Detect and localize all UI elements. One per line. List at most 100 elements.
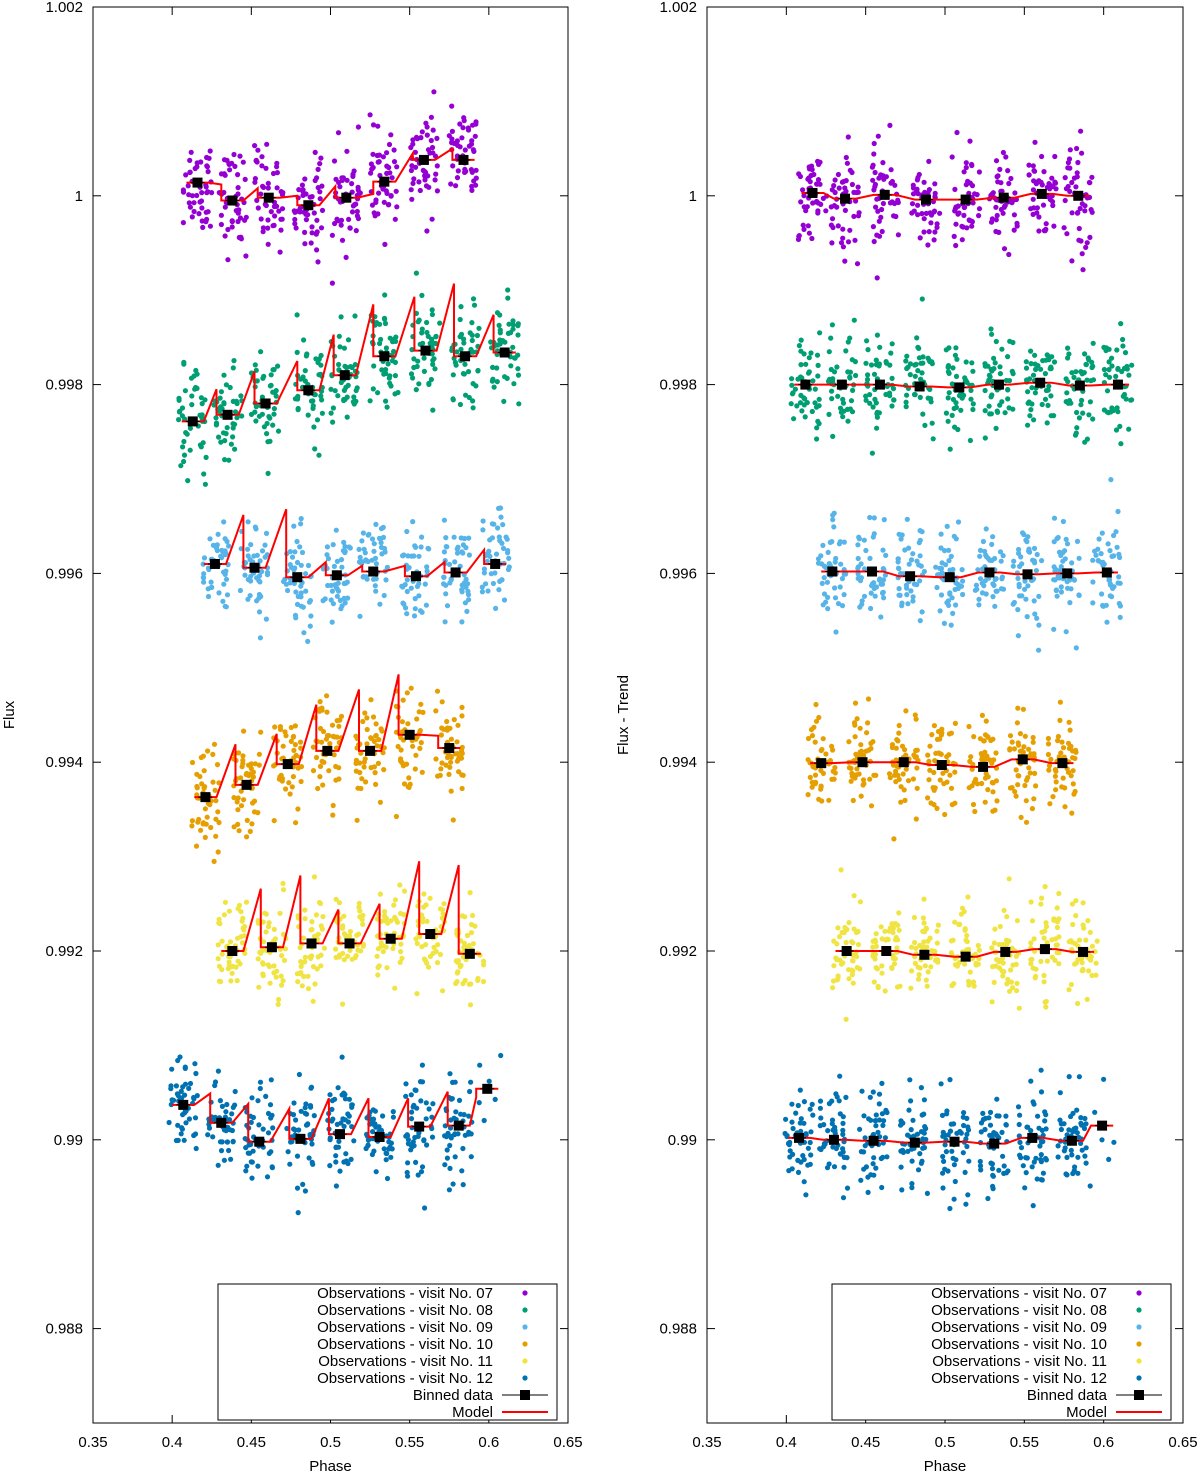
data-point xyxy=(932,758,938,764)
data-point xyxy=(403,1093,409,1099)
data-point xyxy=(938,531,944,537)
data-point xyxy=(443,544,449,550)
y-tick-label: 0.992 xyxy=(45,943,83,960)
binned-point xyxy=(807,187,818,198)
data-point xyxy=(879,1184,885,1191)
data-point xyxy=(814,352,821,358)
data-point xyxy=(369,536,376,542)
data-point xyxy=(898,536,904,542)
data-point xyxy=(881,595,887,601)
data-point xyxy=(255,205,261,211)
data-point xyxy=(1022,586,1028,592)
data-point xyxy=(874,409,880,415)
data-point xyxy=(1028,899,1034,905)
data-point xyxy=(916,972,922,978)
data-point xyxy=(927,743,933,749)
data-point xyxy=(404,577,410,583)
data-point xyxy=(260,229,266,235)
data-point xyxy=(970,979,977,985)
data-point xyxy=(943,410,950,416)
data-point xyxy=(937,736,943,742)
data-point xyxy=(881,517,887,523)
data-point xyxy=(268,372,274,378)
data-point xyxy=(874,966,881,972)
data-point xyxy=(201,768,207,774)
data-point xyxy=(260,919,266,925)
data-point xyxy=(468,1079,474,1085)
data-point xyxy=(829,388,835,394)
data-point xyxy=(1056,549,1063,555)
data-point xyxy=(989,191,996,197)
data-point xyxy=(1036,593,1042,600)
legend-label: Binned data xyxy=(1027,1387,1108,1404)
data-point xyxy=(967,437,974,444)
data-point xyxy=(255,147,261,153)
data-point xyxy=(462,147,468,153)
data-point xyxy=(238,909,244,915)
data-point xyxy=(329,232,335,238)
data-point xyxy=(414,716,420,722)
data-point xyxy=(1014,918,1021,924)
data-point xyxy=(1081,925,1087,931)
data-point xyxy=(349,364,355,371)
data-point xyxy=(256,1122,262,1128)
data-point xyxy=(353,768,359,774)
data-point xyxy=(381,199,387,205)
data-point xyxy=(443,591,449,597)
data-point xyxy=(1036,228,1042,234)
data-point xyxy=(237,153,243,159)
data-point xyxy=(332,388,338,394)
data-point xyxy=(1089,364,1095,371)
data-point xyxy=(1039,895,1045,901)
data-point xyxy=(308,1084,315,1090)
data-point xyxy=(868,605,874,612)
data-point xyxy=(265,924,272,930)
data-point xyxy=(459,135,465,141)
data-point xyxy=(460,981,466,987)
data-point xyxy=(820,770,827,777)
data-point xyxy=(435,942,441,948)
data-point xyxy=(515,372,522,378)
data-point xyxy=(411,1143,417,1149)
binned-point xyxy=(450,567,461,578)
binned-point xyxy=(1027,1132,1038,1143)
data-point xyxy=(279,206,286,212)
data-point xyxy=(960,1114,966,1120)
data-point xyxy=(820,195,827,201)
data-point xyxy=(1001,204,1007,210)
data-point xyxy=(410,519,416,525)
data-point xyxy=(295,806,301,812)
data-point xyxy=(1080,267,1086,273)
data-point xyxy=(191,1094,197,1101)
data-point xyxy=(813,701,819,708)
data-point xyxy=(873,1123,879,1129)
data-point xyxy=(1086,968,1092,974)
data-point xyxy=(894,737,900,743)
data-point xyxy=(1049,937,1055,943)
data-point xyxy=(911,208,917,214)
data-point xyxy=(949,154,955,160)
data-point xyxy=(360,574,366,580)
data-point xyxy=(904,392,910,398)
data-point xyxy=(342,363,348,369)
data-point xyxy=(237,215,243,221)
data-point xyxy=(370,122,377,128)
data-point xyxy=(169,1097,175,1103)
data-point xyxy=(871,140,877,147)
data-point xyxy=(310,964,317,970)
data-point xyxy=(330,542,336,548)
data-point xyxy=(850,958,856,964)
data-point xyxy=(1038,1152,1044,1158)
data-point xyxy=(401,552,407,558)
data-point xyxy=(948,622,954,628)
data-point xyxy=(481,962,487,968)
data-point xyxy=(260,1126,266,1132)
data-point xyxy=(333,527,339,533)
data-point xyxy=(327,1092,333,1098)
legend-label: Observations - visit No. 09 xyxy=(317,1319,493,1336)
data-point xyxy=(298,516,304,522)
data-point xyxy=(889,403,895,409)
data-point xyxy=(925,752,931,758)
legend-label: Model xyxy=(1066,1404,1107,1421)
data-point xyxy=(334,593,340,599)
